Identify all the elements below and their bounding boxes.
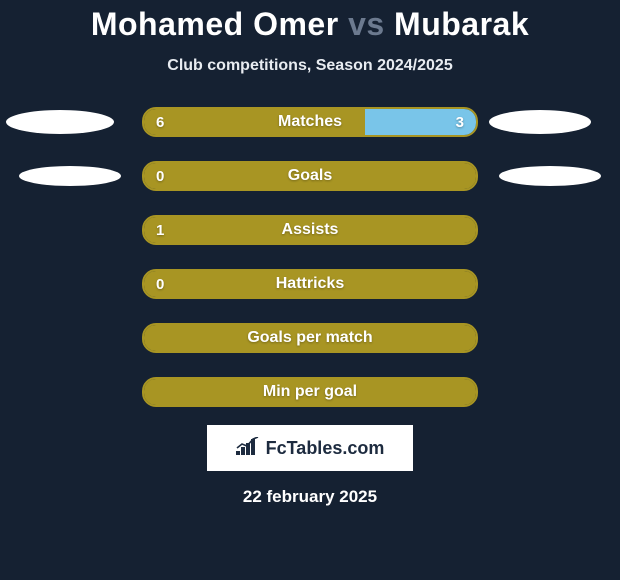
vs-text: vs: [348, 6, 385, 42]
player2-name: Mubarak: [394, 6, 529, 42]
decor-ellipse-left: [6, 110, 114, 134]
player1-name: Mohamed Omer: [91, 6, 339, 42]
decor-ellipse-right: [489, 110, 591, 134]
comparison-title: Mohamed Omer vs Mubarak: [0, 0, 620, 43]
stat-bar: 1Assists: [142, 215, 478, 245]
stat-label: Assists: [144, 217, 476, 243]
stat-bar: 0Hattricks: [142, 269, 478, 299]
stat-label: Matches: [144, 109, 476, 135]
stat-label: Min per goal: [144, 379, 476, 405]
brand-text: FcTables.com: [266, 438, 385, 459]
subtitle: Club competitions, Season 2024/2025: [0, 57, 620, 75]
stat-row: 63Matches: [0, 107, 620, 137]
decor-ellipse-left: [19, 166, 121, 186]
brand-logo-icon: [236, 437, 262, 460]
comparison-rows: 63Matches 0Goals 1Assists 0Hattricks Goals p…: [0, 107, 620, 407]
stat-bar: 0Goals: [142, 161, 478, 191]
stat-label: Hattricks: [144, 271, 476, 297]
stat-row: 0Goals: [0, 161, 620, 191]
stat-label: Goals per match: [144, 325, 476, 351]
stat-row: 1Assists: [0, 215, 620, 245]
stat-row: Goals per match: [0, 323, 620, 353]
decor-ellipse-right: [499, 166, 601, 186]
stat-row: 0Hattricks: [0, 269, 620, 299]
stat-bar: Goals per match: [142, 323, 478, 353]
stat-bar: Min per goal: [142, 377, 478, 407]
brand-box: FcTables.com: [207, 425, 413, 471]
date-label: 22 february 2025: [0, 487, 620, 507]
stat-row: Min per goal: [0, 377, 620, 407]
stat-bar: 63Matches: [142, 107, 478, 137]
stat-label: Goals: [144, 163, 476, 189]
